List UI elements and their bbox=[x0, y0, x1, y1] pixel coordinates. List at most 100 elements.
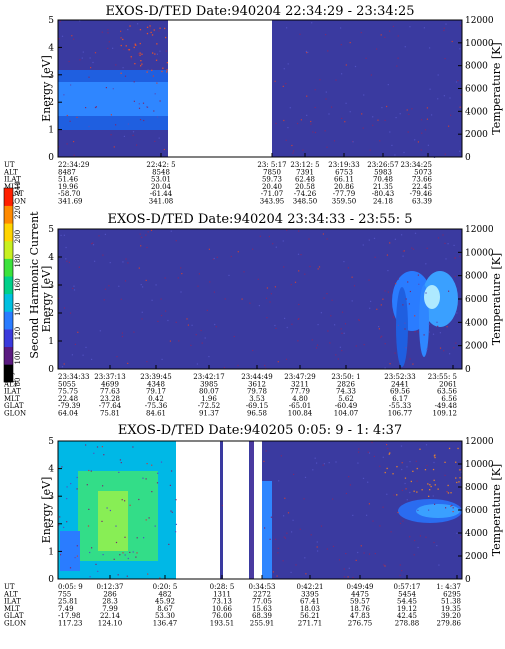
noise-dot bbox=[165, 310, 167, 312]
noise-dot bbox=[402, 250, 404, 252]
noise-dot bbox=[437, 74, 439, 76]
noise-dot bbox=[136, 144, 138, 146]
noise-dot bbox=[347, 576, 349, 578]
table-cell: 56.21 bbox=[300, 612, 320, 620]
noise-dot bbox=[444, 58, 446, 60]
table-cell: 8.67 bbox=[157, 605, 173, 613]
noise-dot bbox=[286, 326, 288, 329]
y2-tick-label: 6000 bbox=[465, 506, 488, 516]
noise-dot bbox=[386, 444, 388, 446]
noise-dot bbox=[286, 532, 288, 534]
table-cell: -60.49 bbox=[335, 402, 357, 410]
noise-dot bbox=[306, 95, 308, 97]
table-cell: 7850 bbox=[263, 168, 281, 176]
colorbar-tick-label: 100 bbox=[14, 351, 22, 364]
noise-dot bbox=[160, 461, 163, 463]
noise-dot bbox=[382, 456, 384, 458]
noise-dot bbox=[334, 324, 336, 326]
noise-dot bbox=[413, 554, 415, 556]
noise-dot bbox=[79, 59, 81, 61]
noise-dot bbox=[340, 328, 342, 330]
noise-dot bbox=[154, 140, 156, 142]
noise-dot bbox=[241, 298, 243, 300]
noise-dot bbox=[459, 536, 462, 538]
table-cell: 24.18 bbox=[373, 198, 393, 206]
table-cell: 4475 bbox=[351, 590, 369, 598]
y2-tick-label: 12000 bbox=[465, 225, 494, 235]
noise-dot bbox=[81, 57, 83, 59]
table-row-label: MLT bbox=[4, 395, 20, 403]
noise-dot bbox=[66, 143, 68, 145]
table-cell: 79.17 bbox=[146, 388, 166, 396]
noise-dot bbox=[351, 300, 353, 302]
table-cell: 23:50: 1 bbox=[331, 373, 360, 381]
colorbar-tick-label: 240 bbox=[14, 181, 22, 194]
noise-dot bbox=[146, 106, 149, 108]
noise-dot bbox=[145, 519, 147, 521]
noise-dot bbox=[286, 229, 288, 231]
noise-dot bbox=[138, 107, 141, 109]
table-cell: 69.56 bbox=[390, 388, 411, 396]
noise-dot bbox=[124, 554, 126, 556]
noise-dot bbox=[272, 571, 274, 573]
noise-dot bbox=[402, 520, 404, 522]
noise-dot bbox=[283, 119, 285, 122]
table-cell: 54.45 bbox=[397, 598, 417, 606]
noise-dot bbox=[392, 25, 394, 27]
y2-tick-label: 10000 bbox=[465, 460, 494, 470]
noise-dot bbox=[316, 344, 319, 346]
noise-dot bbox=[283, 266, 285, 268]
table-row-label: GLAT bbox=[4, 612, 24, 620]
table-cell: 5454 bbox=[398, 590, 416, 598]
y-tick-label: 3 bbox=[48, 71, 54, 81]
noise-dot bbox=[134, 44, 137, 46]
y-tick-label: 2 bbox=[48, 98, 54, 108]
noise-dot bbox=[404, 482, 406, 485]
table-cell: -72.52 bbox=[198, 402, 220, 410]
noise-dot bbox=[304, 557, 306, 559]
noise-dot bbox=[367, 451, 369, 453]
noise-dot bbox=[337, 358, 339, 360]
noise-dot bbox=[69, 567, 72, 569]
noise-dot bbox=[155, 59, 158, 61]
noise-dot bbox=[298, 230, 300, 232]
noise-dot bbox=[434, 503, 436, 505]
table-cell: 117.23 bbox=[58, 620, 83, 628]
noise-dot bbox=[332, 545, 335, 547]
noise-dot bbox=[299, 33, 301, 35]
noise-dot bbox=[349, 42, 351, 44]
noise-dot bbox=[459, 477, 461, 479]
noise-dot bbox=[119, 554, 121, 556]
noise-dot bbox=[394, 238, 396, 240]
noise-dot bbox=[165, 50, 167, 52]
noise-dot bbox=[326, 146, 328, 148]
table-cell: 0:12:37 bbox=[97, 583, 124, 591]
noise-dot bbox=[258, 305, 260, 307]
noise-dot bbox=[387, 84, 389, 86]
y-tick-label: 5 bbox=[48, 437, 54, 447]
noise-dot bbox=[277, 547, 279, 549]
noise-dot bbox=[98, 235, 100, 237]
table-cell: 20.86 bbox=[334, 183, 355, 191]
table-cell: 1.96 bbox=[201, 395, 217, 403]
noise-dot bbox=[130, 56, 132, 58]
noise-dot bbox=[341, 332, 343, 334]
noise-dot bbox=[417, 274, 419, 276]
table-cell: 91.37 bbox=[199, 410, 219, 418]
noise-dot bbox=[65, 258, 67, 260]
noise-dot bbox=[146, 71, 148, 73]
noise-dot bbox=[386, 254, 388, 256]
colorbar-segment bbox=[4, 258, 13, 277]
noise-dot bbox=[151, 464, 153, 466]
noise-dot bbox=[76, 476, 78, 479]
noise-dot bbox=[358, 319, 360, 322]
table-cell: 6295 bbox=[443, 590, 461, 598]
y-tick-label: 1 bbox=[48, 337, 54, 347]
noise-dot bbox=[447, 492, 450, 494]
noise-dot bbox=[305, 573, 307, 575]
noise-dot bbox=[76, 555, 78, 557]
noise-dot bbox=[275, 327, 277, 329]
noise-dot bbox=[63, 94, 65, 96]
table-cell: 23:34:25 bbox=[401, 161, 432, 169]
noise-dot bbox=[427, 144, 429, 146]
